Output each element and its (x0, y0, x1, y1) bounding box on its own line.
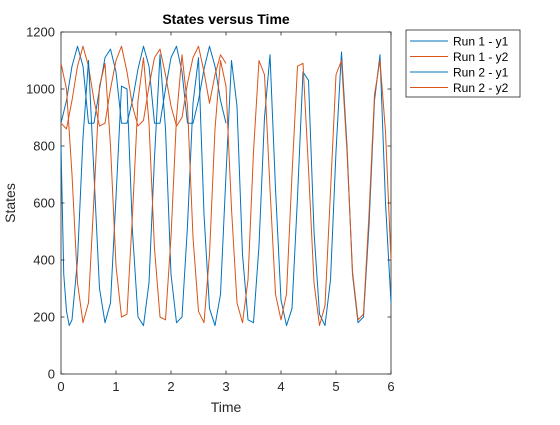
x-tick-label-5: 5 (332, 379, 339, 394)
x-axis-label: Time (211, 399, 242, 415)
x-tick-label-2: 2 (167, 379, 174, 394)
x-tick-label-6: 6 (387, 379, 394, 394)
legend-label-4: Run 2 - y2 (453, 81, 509, 95)
y-tick-label-4: 800 (33, 139, 55, 154)
plot-area: 0 1 2 3 4 5 6 0 200 400 600 800 1000 1200 (26, 25, 395, 395)
y-tick-label-0: 0 (48, 367, 55, 382)
series-layer (60, 45, 392, 327)
y-tick-label-3: 600 (33, 196, 55, 211)
series-line-3 (60, 51, 392, 327)
legend-label-3: Run 2 - y1 (453, 66, 509, 80)
legend-label-1: Run 1 - y1 (453, 35, 509, 49)
y-tick-label-2: 400 (33, 253, 55, 268)
ticks-layer: 0 1 2 3 4 5 6 0 200 400 600 800 1000 1200 (26, 25, 395, 395)
x-tick-label-4: 4 (277, 379, 284, 394)
y-tick-label-5: 1000 (26, 82, 55, 97)
y-tick-label-1: 200 (33, 310, 55, 325)
legend-label-2: Run 1 - y2 (453, 50, 509, 64)
y-tick-label-6: 1200 (26, 25, 55, 40)
x-tick-label-0: 0 (57, 379, 64, 394)
x-tick-label-3: 3 (222, 379, 229, 394)
axes-box (60, 31, 392, 375)
series-line-1 (60, 45, 227, 124)
chart-title: States versus Time (162, 11, 290, 27)
y-axis-label: States (2, 183, 18, 223)
x-tick-label-1: 1 (112, 379, 119, 394)
series-line-4 (60, 54, 392, 327)
